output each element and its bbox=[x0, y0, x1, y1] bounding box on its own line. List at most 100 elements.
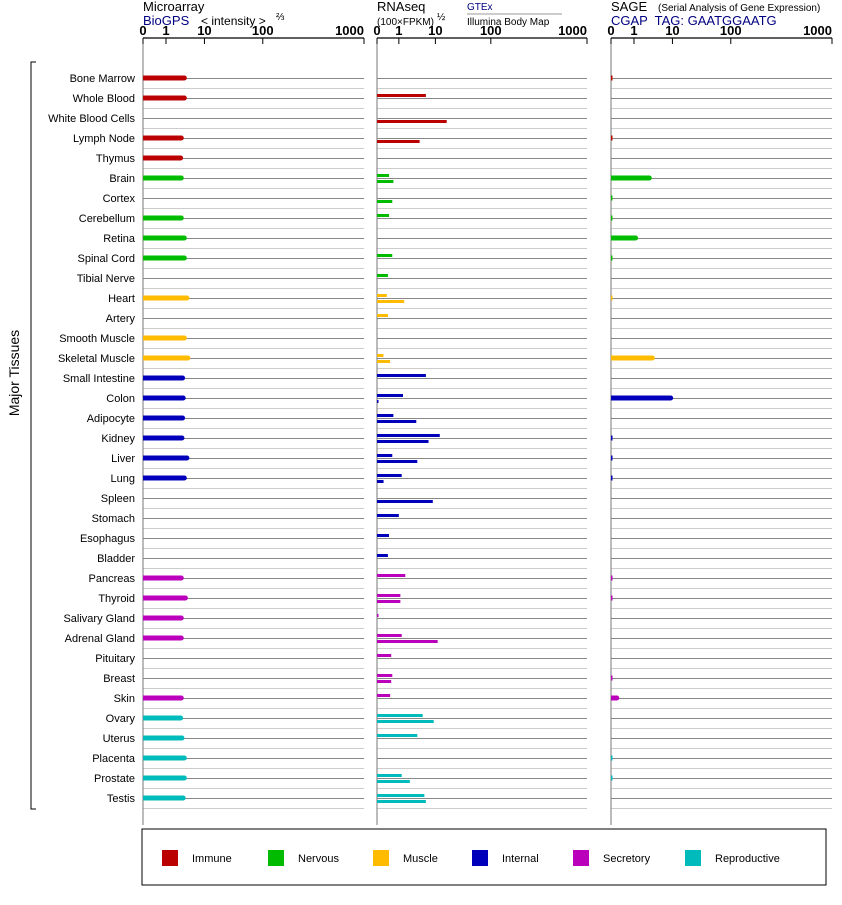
rnaseq-gtex-bar bbox=[377, 454, 393, 457]
rnaseq-gtex-bar bbox=[377, 394, 404, 397]
rnaseq-gtex-bar bbox=[377, 434, 440, 437]
sage-bar-cap bbox=[614, 695, 620, 701]
legend-label: Secretory bbox=[603, 853, 651, 865]
rnaseq-gtex-bar bbox=[377, 274, 388, 277]
microarray-bar-cap bbox=[178, 215, 184, 221]
microarray-bar-cap bbox=[181, 235, 187, 241]
major-tissues-bracket bbox=[30, 61, 36, 810]
tissue-label: Liver bbox=[111, 453, 135, 465]
microarray-bar bbox=[143, 775, 185, 781]
rnaseq-ibm-bar bbox=[377, 480, 384, 483]
rnaseq-gtex-bar bbox=[377, 574, 406, 577]
rnaseq-gtex-bar bbox=[377, 594, 401, 597]
rnaseq-scale-exponent: ½ bbox=[437, 12, 446, 23]
rnaseq-ibm-bar bbox=[377, 780, 410, 783]
rnaseq-tick-label: 1000 bbox=[558, 23, 587, 38]
sage-bar bbox=[611, 355, 653, 361]
rnaseq-gtex-bar bbox=[377, 554, 388, 557]
rnaseq-title: RNAseq bbox=[377, 0, 425, 14]
microarray-bar-cap bbox=[181, 755, 187, 761]
microarray-bar bbox=[143, 95, 185, 101]
microarray-tick-label: 1 bbox=[162, 23, 169, 38]
sage-bar-cap bbox=[633, 235, 639, 241]
rnaseq-source-ibm: Illumina Body Map bbox=[467, 17, 550, 28]
rnaseq-ibm-bar bbox=[377, 720, 434, 723]
rnaseq-tick-label: 100 bbox=[480, 23, 502, 38]
rnaseq-ibm-bar bbox=[377, 640, 438, 643]
rnaseq-gtex-bar bbox=[377, 794, 425, 797]
microarray-bar-cap bbox=[178, 635, 184, 641]
rnaseq-ibm-bar bbox=[377, 460, 418, 463]
legend-label: Internal bbox=[502, 853, 539, 865]
microarray-bar bbox=[143, 715, 181, 721]
microarray-bar bbox=[143, 255, 185, 261]
tissue-label: Lymph Node bbox=[73, 133, 135, 145]
microarray-bar-cap bbox=[184, 455, 190, 461]
microarray-bar bbox=[143, 635, 182, 641]
rnaseq-gtex-bar bbox=[377, 654, 392, 657]
tissue-label: Small Intestine bbox=[63, 373, 135, 385]
sage-title: SAGE bbox=[611, 0, 647, 14]
rnaseq-source-gtex: GTEx bbox=[467, 2, 493, 13]
legend-swatch bbox=[268, 850, 284, 866]
rnaseq-gtex-bar bbox=[377, 514, 399, 517]
rnaseq-gtex-bar bbox=[377, 254, 393, 257]
sage-bar bbox=[611, 475, 613, 481]
microarray-bar bbox=[143, 735, 182, 741]
tissue-label: Stomach bbox=[92, 513, 135, 525]
legend-swatch bbox=[685, 850, 701, 866]
microarray-bar-cap bbox=[180, 795, 186, 801]
microarray-bar bbox=[143, 475, 185, 481]
microarray-bar-cap bbox=[181, 475, 187, 481]
tissue-label: Pancreas bbox=[89, 573, 136, 585]
sage-bar bbox=[611, 395, 671, 401]
sage-bar bbox=[611, 255, 613, 261]
microarray-title: Microarray bbox=[143, 0, 205, 14]
rnaseq-gtex-bar bbox=[377, 414, 394, 417]
microarray-bar-cap bbox=[181, 95, 187, 101]
rnaseq-ibm-bar bbox=[377, 140, 420, 143]
rnaseq-gtex-bar bbox=[377, 354, 384, 357]
rnaseq-gtex-bar bbox=[377, 634, 402, 637]
rnaseq-ibm-bar bbox=[377, 500, 433, 503]
sage-bar-cap bbox=[646, 175, 652, 181]
rnaseq-gtex-bar bbox=[377, 614, 379, 617]
tissue-label: Prostate bbox=[94, 773, 135, 785]
sage-bar bbox=[611, 595, 613, 601]
sage-tick-label: 1 bbox=[630, 23, 637, 38]
tissue-label: Cerebellum bbox=[79, 213, 135, 225]
microarray-bar-cap bbox=[181, 255, 187, 261]
microarray-bar-cap bbox=[178, 695, 184, 701]
rnaseq-ibm-bar bbox=[377, 420, 417, 423]
tissue-label: Breast bbox=[103, 673, 135, 685]
rnaseq-gtex-bar bbox=[377, 374, 426, 377]
microarray-bar bbox=[143, 295, 187, 301]
microarray-bar-cap bbox=[179, 435, 185, 441]
sage-bar bbox=[611, 775, 613, 781]
microarray-bar-cap bbox=[180, 415, 186, 421]
microarray-scale-label: < intensity > bbox=[201, 14, 266, 28]
rnaseq-tick-label: 1 bbox=[395, 23, 402, 38]
rnaseq-gtex-bar bbox=[377, 534, 390, 537]
microarray-bar-cap bbox=[181, 75, 187, 81]
tissue-label: Whole Blood bbox=[73, 93, 135, 105]
sage-tick-label: 100 bbox=[720, 23, 742, 38]
rnaseq-gtex-bar bbox=[377, 774, 402, 777]
microarray-bar bbox=[143, 755, 185, 761]
sage-bar bbox=[611, 435, 613, 441]
rnaseq-ibm-bar bbox=[377, 800, 426, 803]
microarray-bar bbox=[143, 595, 186, 601]
rnaseq-gtex-bar bbox=[377, 734, 418, 737]
rnaseq-gtex-bar bbox=[377, 214, 390, 217]
tissue-label: White Blood Cells bbox=[48, 113, 135, 125]
legend-label: Reproductive bbox=[715, 853, 780, 865]
microarray-bar bbox=[143, 335, 185, 341]
sage-bar-cap bbox=[649, 355, 655, 361]
rnaseq-gtex-bar bbox=[377, 674, 393, 677]
tissue-label: Ovary bbox=[106, 713, 136, 725]
microarray-bar bbox=[143, 575, 182, 581]
microarray-bar-cap bbox=[178, 175, 184, 181]
rnaseq-scale-label: (100×FPKM) bbox=[377, 17, 434, 28]
microarray-bar bbox=[143, 135, 182, 141]
sage-bar bbox=[611, 135, 613, 141]
